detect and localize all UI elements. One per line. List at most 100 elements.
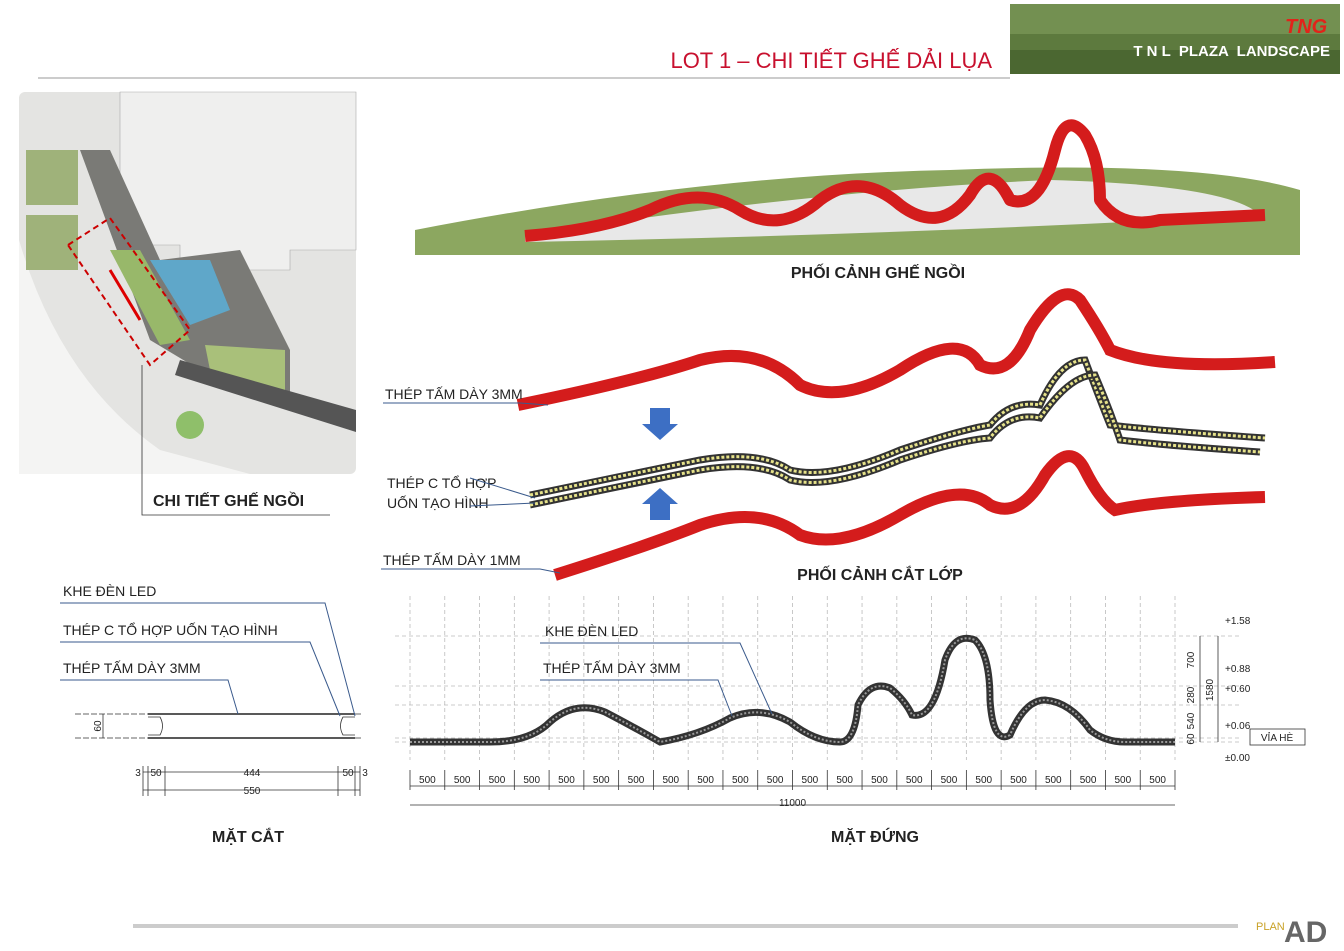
- lawn: [205, 345, 285, 395]
- dim-label: 500: [941, 775, 958, 786]
- level-label: +0.06: [1225, 721, 1251, 732]
- dim-label: 500: [628, 775, 645, 786]
- site-label: CHI TIẾT GHẾ NGỒI: [153, 491, 304, 510]
- elevation-label: KHE ĐÈN LED: [545, 623, 638, 639]
- elevation-grid: [395, 596, 1240, 760]
- highlight-box: [66, 216, 192, 367]
- dim-label: 500: [523, 775, 540, 786]
- dim-label: 500: [697, 775, 714, 786]
- dim-label: 500: [767, 775, 784, 786]
- led-slot: [410, 637, 1175, 744]
- road: [175, 360, 356, 432]
- leader: [60, 602, 356, 717]
- ribbon-seat: [524, 119, 1266, 242]
- tree: [176, 411, 204, 439]
- lawn: [110, 250, 190, 345]
- dim-label: 60: [1186, 733, 1197, 745]
- dim-label: 500: [802, 775, 819, 786]
- section-label: THÉP C TỔ HỢP UỐN TẠO HÌNH: [63, 621, 278, 638]
- c-steel: [529, 371, 1261, 509]
- dim-label: 500: [1149, 775, 1166, 786]
- layers-caption: PHỐI CẢNH CẮT LỚP: [797, 564, 963, 584]
- sidewalk-label: VỈA HÈ: [1261, 731, 1294, 744]
- dim-label: 60: [93, 720, 104, 732]
- page-title: LOT 1 – CHI TIẾT GHẾ DẢI LỤA: [670, 48, 992, 73]
- dim-label: 500: [1080, 775, 1097, 786]
- c-profile: [148, 716, 163, 736]
- level-label: +1.58: [1225, 616, 1251, 627]
- water: [150, 260, 230, 325]
- elevation-caption: MẶT ĐỨNG: [831, 827, 919, 846]
- dim-label: 50: [150, 768, 162, 779]
- gravel: [525, 180, 1260, 242]
- section-label: KHE ĐÈN LED: [63, 583, 156, 599]
- planter: [26, 215, 78, 270]
- dim-label: 3: [135, 768, 141, 779]
- level-label: +0.88: [1225, 664, 1251, 675]
- dim-label: 540: [1186, 712, 1197, 729]
- dim-label: 500: [419, 775, 436, 786]
- leader: [381, 568, 561, 574]
- section-label: THÉP TẤM DÀY 3MM: [63, 660, 201, 676]
- planter: [26, 150, 78, 205]
- project-name: T N L PLAZA LANDSCAPE: [1133, 43, 1330, 60]
- c-profile: [340, 716, 355, 736]
- arrow-up: [642, 488, 678, 520]
- leader: [540, 642, 773, 715]
- dim-label: 500: [454, 775, 471, 786]
- dim-label: 500: [836, 775, 853, 786]
- top-plate: [516, 288, 1276, 411]
- footer-logo: AD: [1284, 916, 1327, 949]
- dim-label: 500: [1045, 775, 1062, 786]
- dim-label: 500: [662, 775, 679, 786]
- dim-label: 500: [871, 775, 888, 786]
- dim-label: 500: [1010, 775, 1027, 786]
- header-photo-sky: [1010, 4, 1340, 34]
- dim-label: 3: [362, 768, 368, 779]
- dim-label: 444: [244, 768, 261, 779]
- dim-label: 50: [342, 768, 354, 779]
- dim-label: 500: [558, 775, 575, 786]
- level-label: ±0.00: [1225, 753, 1250, 764]
- dim-label: 500: [975, 775, 992, 786]
- dim-label: 700: [1186, 651, 1197, 668]
- dim-label: 500: [489, 775, 506, 786]
- leader: [540, 679, 733, 717]
- leader: [60, 641, 341, 717]
- sidewalk: [19, 240, 250, 474]
- layer-label: THÉP TẤM DÀY 1MM: [383, 552, 521, 568]
- header-photo-ground: [1010, 50, 1340, 74]
- section-caption: MẶT CẮT: [212, 827, 284, 846]
- footer-brand: PLAN: [1256, 921, 1285, 933]
- leader: [469, 502, 536, 507]
- dim-label: 550: [244, 786, 261, 797]
- arrow-down: [642, 408, 678, 440]
- leader: [141, 365, 330, 516]
- dim-label: 500: [593, 775, 610, 786]
- layer-label: THÉP TẤM DÀY 3MM: [385, 386, 523, 402]
- dim-label: 500: [732, 775, 749, 786]
- dim-label: 11000: [779, 798, 807, 809]
- c-steel: [529, 373, 1261, 507]
- leader: [469, 477, 536, 499]
- leader: [383, 402, 549, 406]
- bottom-plate: [553, 450, 1266, 581]
- elevation-dimensions: 500 500 500 500 500 500 500 500 500 500 500 500 500 5…: [409, 616, 1251, 809]
- seat: [108, 269, 142, 321]
- brand-logo: TNG: [1285, 16, 1327, 38]
- perspective-caption: PHỐI CẢNH GHẾ NGỒI: [791, 262, 965, 282]
- dim-label: 280: [1186, 686, 1197, 703]
- c-steel: [529, 358, 1266, 497]
- section-drawing: 60 3 50 444 50 3 550: [75, 713, 368, 797]
- elevation-label: THÉP TẤM DÀY 3MM: [543, 660, 681, 676]
- sidewalk-box: [1249, 728, 1306, 746]
- dim-label: 500: [906, 775, 923, 786]
- level-label: +0.60: [1225, 684, 1251, 695]
- layer-label: UỐN TẠO HÌNH: [387, 494, 489, 511]
- dim-label: 1580: [1205, 678, 1216, 701]
- dim-label: 500: [1114, 775, 1131, 786]
- leader: [60, 679, 239, 715]
- building: [119, 91, 357, 271]
- layer-label: THÉP C TỔ HỢP: [387, 474, 497, 491]
